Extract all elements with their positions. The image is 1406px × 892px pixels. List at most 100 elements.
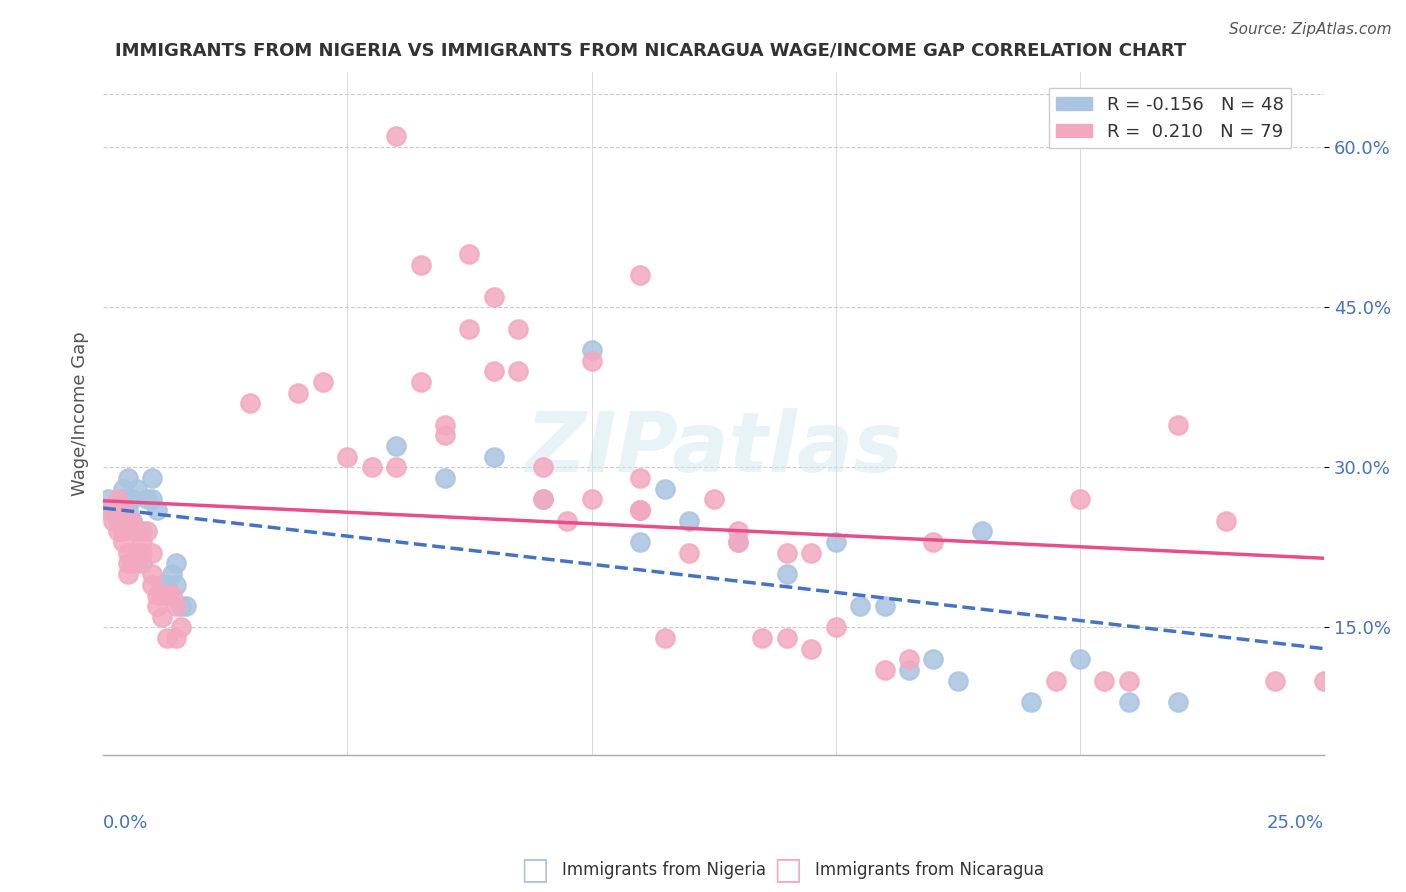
Point (174, 599, 197, 613)
Point (628, 503, 651, 517)
Point (156, 588, 179, 602)
Point (121, 556, 143, 570)
Point (873, 663, 896, 677)
Point (1215, 514, 1237, 528)
Point (555, 514, 578, 528)
Point (1313, 673, 1336, 688)
Point (287, 385, 309, 400)
Point (127, 546, 149, 560)
Point (141, 492, 163, 507)
Point (531, 492, 554, 507)
Point (776, 546, 799, 560)
Point (111, 514, 134, 528)
Point (127, 546, 149, 560)
Point (1092, 673, 1115, 688)
Point (1118, 695, 1140, 709)
Point (800, 641, 823, 656)
Point (121, 492, 143, 507)
Text: □: □ (520, 855, 548, 884)
Point (776, 631, 799, 645)
Text: ZIPatlas: ZIPatlas (524, 408, 903, 489)
Point (703, 492, 725, 507)
Point (127, 524, 149, 539)
Point (508, 321, 530, 335)
Point (628, 268, 651, 282)
Point (946, 673, 969, 688)
Point (531, 460, 554, 475)
Point (628, 535, 651, 549)
Point (111, 503, 134, 517)
Point (156, 577, 179, 591)
Point (873, 599, 896, 613)
Point (434, 471, 457, 485)
Point (849, 599, 872, 613)
Point (409, 258, 432, 272)
Point (654, 482, 676, 496)
Point (458, 247, 481, 261)
Point (150, 577, 173, 591)
Point (156, 631, 179, 645)
Point (97, 492, 120, 507)
Point (972, 524, 994, 539)
Point (107, 524, 129, 539)
Point (678, 546, 700, 560)
Legend: R = -0.156   N = 48, R =  0.210   N = 79: R = -0.156 N = 48, R = 0.210 N = 79 (1049, 88, 1291, 148)
Point (482, 450, 505, 464)
Point (131, 524, 153, 539)
Point (727, 524, 749, 539)
Point (165, 599, 187, 613)
Point (141, 546, 163, 560)
Point (1264, 673, 1286, 688)
Point (117, 503, 139, 517)
Point (117, 566, 139, 581)
Point (117, 556, 139, 570)
Point (824, 535, 846, 549)
Point (1019, 695, 1042, 709)
Point (121, 514, 143, 528)
Point (146, 599, 169, 613)
Point (581, 343, 603, 357)
Point (150, 609, 173, 624)
Point (678, 514, 700, 528)
Point (482, 289, 505, 303)
Point (150, 588, 173, 602)
Point (136, 492, 159, 507)
Point (458, 321, 481, 335)
Point (922, 535, 945, 549)
Point (1045, 673, 1067, 688)
Point (131, 535, 153, 549)
Point (117, 546, 139, 560)
Point (1167, 417, 1189, 432)
Point (111, 482, 134, 496)
Point (1069, 492, 1091, 507)
Point (97, 503, 120, 517)
Point (508, 364, 530, 378)
Point (107, 503, 129, 517)
Point (101, 503, 124, 517)
Text: 25.0%: 25.0% (1267, 814, 1324, 832)
Point (628, 503, 651, 517)
Point (141, 471, 163, 485)
Point (141, 566, 163, 581)
Point (824, 620, 846, 634)
Text: Immigrants from Nigeria: Immigrants from Nigeria (562, 861, 766, 879)
Point (160, 566, 183, 581)
Point (170, 620, 193, 634)
Point (1167, 695, 1189, 709)
Point (160, 588, 183, 602)
Text: Immigrants from Nicaragua: Immigrants from Nicaragua (815, 861, 1045, 879)
Point (922, 652, 945, 666)
Point (751, 631, 773, 645)
Point (898, 663, 921, 677)
Point (146, 503, 169, 517)
Point (111, 535, 134, 549)
Point (628, 471, 651, 485)
Point (654, 631, 676, 645)
Point (146, 588, 169, 602)
Text: IMMIGRANTS FROM NIGERIA VS IMMIGRANTS FROM NICARAGUA WAGE/INCOME GAP CORRELATION: IMMIGRANTS FROM NIGERIA VS IMMIGRANTS FR… (115, 42, 1187, 60)
Y-axis label: Wage/Income Gap: Wage/Income Gap (72, 332, 89, 496)
Point (165, 577, 187, 591)
Point (531, 492, 554, 507)
Point (239, 396, 262, 410)
Point (131, 546, 153, 560)
